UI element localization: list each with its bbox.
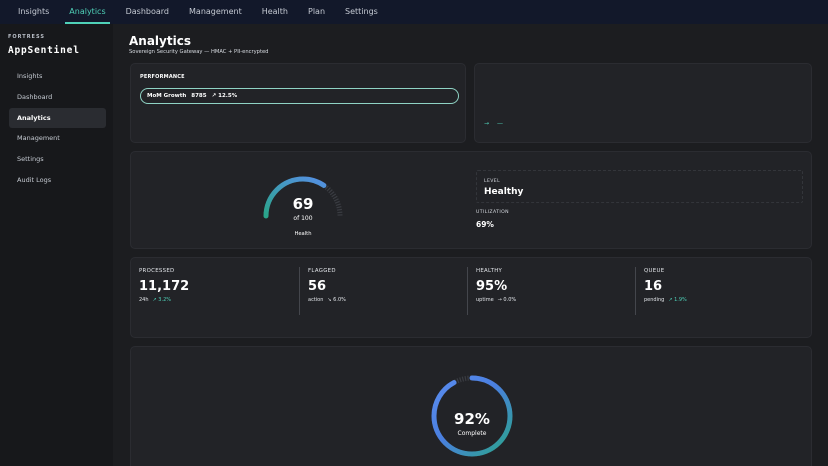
stat-trend: ↘ 6.0% xyxy=(327,297,346,303)
stat-sub: 24h ↗ 3.2% xyxy=(139,297,171,303)
tab-plan[interactable]: Plan xyxy=(308,7,326,16)
gauge-value: 69 xyxy=(292,195,314,213)
secondary-card: → — xyxy=(474,63,812,143)
sidebar-item-analytics[interactable]: Analytics xyxy=(9,107,106,128)
tab-dashboard[interactable]: Dashboard xyxy=(125,7,170,16)
performance-card: PERFORMANCE MoM Growth 8785 ↗ 12.5% xyxy=(130,63,466,143)
stat-flagged: FLAGGED 56 action ↘ 6.0% xyxy=(299,267,459,315)
stat-value: 56 xyxy=(308,279,327,294)
sidebar-item-management[interactable]: Management xyxy=(17,134,60,143)
pill-value: 8785 xyxy=(191,93,207,99)
utilization-value: 69% xyxy=(476,220,494,229)
page-title: Analytics xyxy=(129,34,191,48)
page-subtitle: Sovereign Security Gateway — HMAC + PII-… xyxy=(129,49,269,55)
sidebar-item-audit-logs[interactable]: Audit Logs xyxy=(17,175,52,184)
pill-name: MoM Growth xyxy=(147,93,187,99)
stat-label: QUEUE xyxy=(644,268,665,274)
stat-label: HEALTHY xyxy=(476,268,503,274)
tab-health[interactable]: Health xyxy=(261,7,288,16)
health-gauge-card: 69 of 100 Health LEVEL Healthy UTILIZATI… xyxy=(130,151,812,249)
stat-label: FLAGGED xyxy=(308,268,336,274)
stat-trend: ↗ 3.2% xyxy=(152,297,172,303)
utilization-label: UTILIZATION xyxy=(476,210,509,215)
stat-sub: action ↘ 6.0% xyxy=(308,297,346,303)
stat-value: 11,172 xyxy=(139,279,190,294)
level-label: LEVEL xyxy=(484,179,501,184)
stat-sub-label: action xyxy=(308,297,324,303)
ring-value-arc xyxy=(431,375,513,457)
sidebar-item-settings[interactable]: Settings xyxy=(17,155,44,164)
mom-growth-pill[interactable]: MoM Growth 8785 ↗ 12.5% xyxy=(140,88,459,104)
ring-value: 92% xyxy=(454,410,490,428)
completion-ring xyxy=(431,375,513,457)
level-box xyxy=(476,170,803,203)
tab-analytics[interactable]: Analytics xyxy=(59,0,115,24)
stats-card: PROCESSED 11,172 24h ↗ 3.2% FLAGGED 56 ac… xyxy=(130,257,812,338)
sidebar-item-insights[interactable]: Insights xyxy=(17,72,43,80)
card-arrows: → — xyxy=(484,120,503,127)
stat-value: 16 xyxy=(644,279,663,294)
stat-queue: QUEUE 16 pending ↗ 1.9% xyxy=(635,267,795,315)
ring-label: Complete xyxy=(457,430,487,437)
sidebar: FORTRESS AppSentinel Insights Dashboard … xyxy=(0,24,113,466)
pill-change: ↗ 12.5% xyxy=(211,93,238,99)
stat-label: PROCESSED xyxy=(139,268,175,274)
stat-value: 95% xyxy=(476,279,508,294)
stat-sub-label: pending xyxy=(644,297,665,303)
gauge-of-total: of 100 xyxy=(293,215,313,222)
top-nav: Insights Analytics Dashboard Management … xyxy=(0,0,828,24)
level-value: Healthy xyxy=(484,187,524,197)
arrow-right-icon[interactable]: → xyxy=(484,120,490,127)
brand-logo[interactable]: AppSentinel xyxy=(8,45,80,56)
brand-supertitle: FORTRESS xyxy=(8,34,45,40)
performance-label: PERFORMANCE xyxy=(140,74,185,80)
gauge-label: Health xyxy=(294,231,312,237)
tab-management[interactable]: Management xyxy=(189,7,242,16)
tab-settings[interactable]: Settings xyxy=(345,7,378,16)
stat-sub-label: uptime xyxy=(476,297,494,303)
sidebar-item-dashboard[interactable]: Dashboard xyxy=(17,92,53,101)
sidebar-menu: Insights Dashboard Analytics Management … xyxy=(9,66,106,191)
stat-sub: uptime → 0.0% xyxy=(476,297,516,303)
tab-insights[interactable]: Insights xyxy=(18,7,50,16)
stat-healthy: HEALTHY 95% uptime → 0.0% xyxy=(467,267,627,315)
dash-icon: — xyxy=(497,120,504,127)
stat-sub: pending ↗ 1.9% xyxy=(644,297,687,303)
completion-card: 92% Complete xyxy=(130,346,812,466)
page-header: Analytics Sovereign Security Gateway — H… xyxy=(129,34,268,55)
stat-sub-label: 24h xyxy=(139,297,149,303)
health-gauge xyxy=(263,176,343,219)
gauge-value-arc xyxy=(263,176,343,219)
stat-trend: → 0.0% xyxy=(497,297,517,303)
stat-trend: ↗ 1.9% xyxy=(668,297,687,303)
stat-processed: PROCESSED 11,172 24h ↗ 3.2% xyxy=(131,267,291,315)
